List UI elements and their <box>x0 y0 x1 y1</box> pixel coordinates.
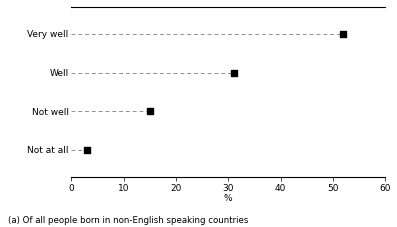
Text: (a) Of all people born in non-English speaking countries: (a) Of all people born in non-English sp… <box>8 216 248 225</box>
Point <box>147 109 153 113</box>
Point <box>340 32 347 36</box>
Point <box>84 148 90 152</box>
Point <box>230 71 237 74</box>
X-axis label: %: % <box>224 194 233 203</box>
